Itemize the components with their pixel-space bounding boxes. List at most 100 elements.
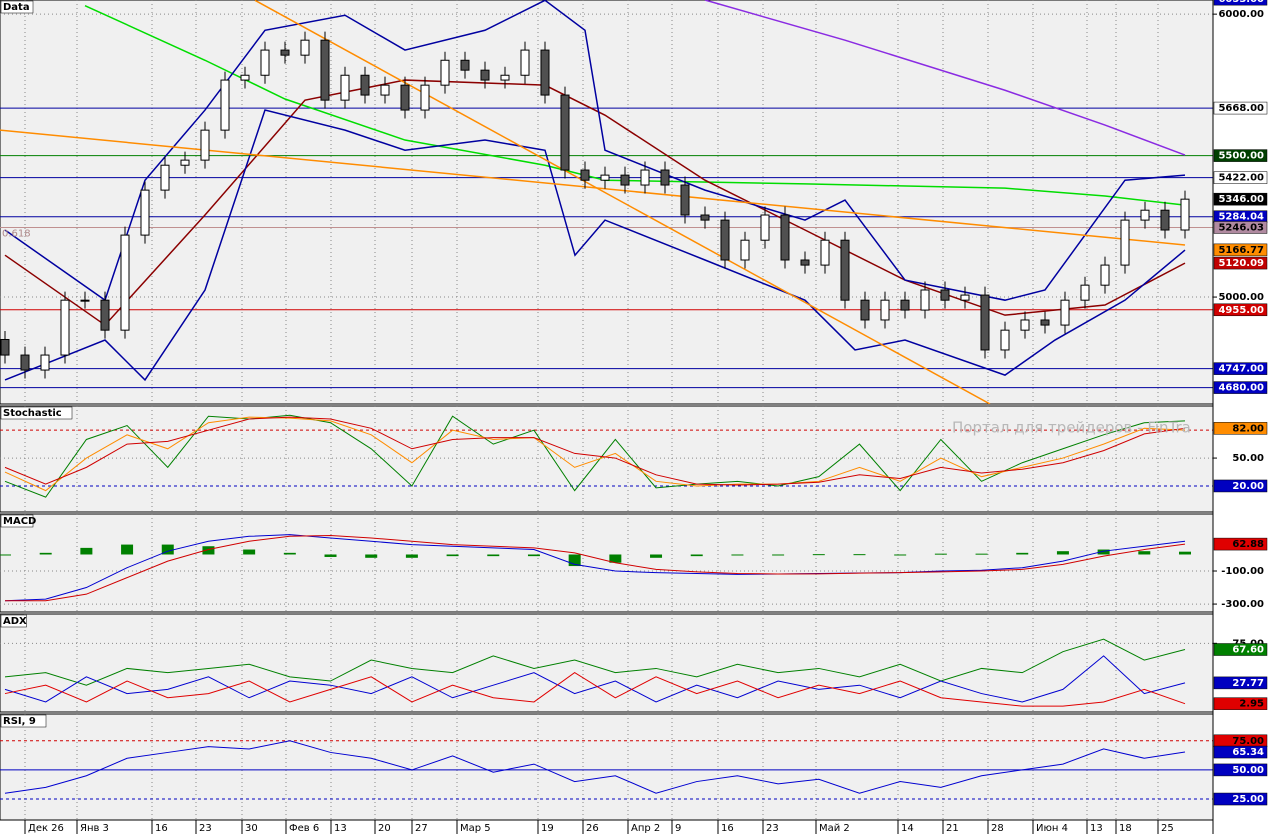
candle-body — [280, 49, 290, 56]
price-box — [1213, 362, 1268, 375]
price-box — [1213, 171, 1268, 184]
candle-body — [1140, 209, 1150, 221]
price-label: 5284.04 — [1218, 212, 1264, 223]
panel-title-box — [0, 714, 47, 728]
histogram-bar — [1056, 551, 1069, 555]
indicator-line — [4, 672, 1186, 707]
overlay-line — [0, 129, 1186, 246]
candle-body — [460, 59, 470, 71]
indicator-line — [4, 638, 1186, 686]
price-label: 67.60 — [1232, 645, 1264, 656]
price-label: 6053.00 — [1218, 0, 1264, 5]
candle-body — [60, 299, 70, 356]
price-box — [1213, 381, 1268, 394]
candle-body — [680, 184, 690, 216]
candle-body — [860, 299, 870, 321]
price-box — [1213, 676, 1268, 690]
x-tick-label: 14 — [901, 823, 914, 834]
candle-body — [0, 338, 10, 356]
indicator-line — [4, 655, 1186, 703]
x-tick-label: 21 — [946, 823, 959, 834]
candle-body — [1060, 299, 1070, 326]
price-label: 50.00 — [1232, 765, 1264, 776]
overlay-line — [4, 79, 1186, 327]
price-label: 5500.00 — [1218, 151, 1264, 162]
price-label: 25.00 — [1232, 794, 1264, 805]
price-label: 4955.00 — [1218, 305, 1264, 316]
candle-body — [900, 299, 910, 311]
histogram-bar — [690, 554, 703, 557]
candle-body — [180, 159, 190, 166]
histogram-bar — [405, 554, 418, 558]
price-box — [1213, 763, 1268, 777]
price-box — [1213, 697, 1268, 710]
candle-body — [580, 169, 590, 181]
panel-title-box — [0, 406, 73, 420]
x-tick-label: Дек 26 — [28, 823, 64, 834]
price-box — [1213, 745, 1268, 759]
panel-title-box — [0, 514, 34, 528]
histogram-bar — [202, 546, 215, 555]
candle-body — [800, 259, 810, 266]
indicator-line — [5, 534, 1186, 602]
candle-body — [920, 289, 930, 311]
candle-body — [760, 214, 770, 241]
overlay-line — [704, 0, 1186, 156]
candle-body — [1000, 329, 1010, 351]
panel-title: RSI, 9 — [3, 716, 36, 727]
price-label: 5422.00 — [1218, 173, 1264, 184]
histogram-bar — [80, 547, 93, 555]
candle-body — [200, 129, 210, 161]
x-tick-label: 23 — [766, 823, 779, 834]
candle-body — [300, 39, 310, 56]
histogram-bar — [243, 549, 256, 555]
price-box — [1213, 479, 1268, 493]
candle-body — [420, 84, 430, 111]
price-label: 5166.77 — [1218, 245, 1264, 256]
y-tick-label: 6000.00 — [1218, 9, 1264, 20]
candle-body — [340, 74, 350, 101]
histogram-bar — [283, 552, 296, 555]
candle-body — [220, 79, 230, 131]
panel — [0, 614, 1213, 712]
histogram-bar — [650, 554, 663, 558]
watermark: Портал для трейдеров - FinTra — [952, 419, 1191, 437]
candle-body — [120, 234, 130, 331]
panel — [0, 714, 1213, 820]
price-label: 75.00 — [1232, 736, 1264, 747]
candle-body — [1020, 319, 1030, 331]
panel-title: Data — [3, 2, 30, 13]
histogram-bar — [527, 554, 540, 557]
candle-body — [600, 174, 610, 181]
overlay-line — [4, 109, 1186, 382]
indicator-line — [4, 534, 1186, 602]
fib-label: 0.618 — [2, 228, 31, 239]
price-label: 62.88 — [1232, 539, 1264, 550]
x-tick-label: 30 — [245, 823, 258, 834]
x-tick-label: 9 — [675, 823, 681, 834]
price-box — [1213, 0, 1268, 6]
x-tick-label: Янв 3 — [80, 823, 109, 834]
histogram-bar — [1016, 552, 1029, 555]
candle-body — [320, 39, 330, 101]
y-tick-label: 5000.00 — [1218, 292, 1264, 303]
x-tick-label: 27 — [415, 823, 428, 834]
price-label: 4680.00 — [1218, 383, 1264, 394]
candle-body — [380, 84, 390, 96]
panel-title: Stochastic — [3, 408, 62, 419]
candle-body — [660, 169, 670, 186]
price-label: 5346.00 — [1218, 194, 1264, 205]
indicator-line — [4, 414, 1186, 498]
price-label: 20.00 — [1232, 481, 1264, 492]
panel — [0, 514, 1213, 612]
x-tick-label: 20 — [378, 823, 391, 834]
panel: 0.618 — [0, 0, 1213, 404]
x-tick-label: 28 — [991, 823, 1004, 834]
candle-body — [480, 69, 490, 81]
indicator-line — [4, 416, 1186, 492]
price-label: 2.95 — [1239, 699, 1264, 710]
price-label: 27.77 — [1232, 678, 1264, 689]
candle-body — [840, 239, 850, 301]
histogram-bar — [446, 554, 459, 557]
